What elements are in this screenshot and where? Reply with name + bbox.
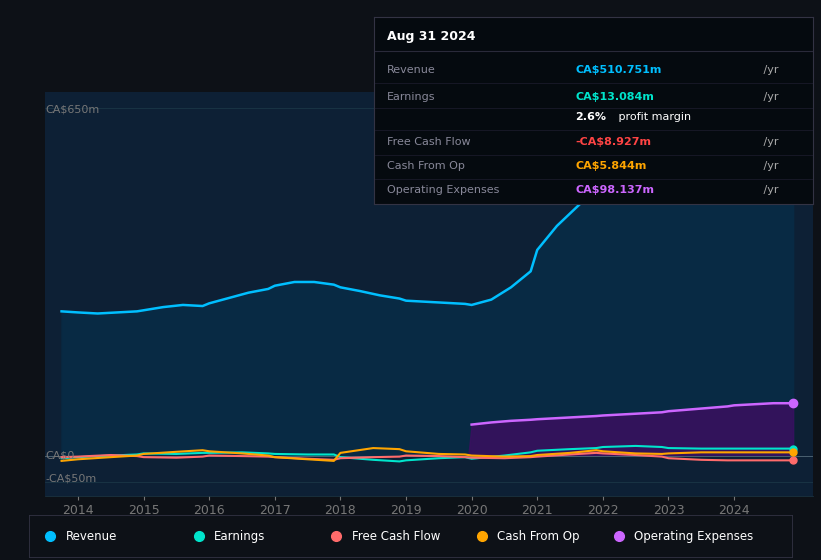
Text: /yr: /yr [760, 91, 778, 101]
Text: /yr: /yr [760, 66, 778, 75]
Text: Operating Expenses: Operating Expenses [634, 530, 754, 543]
Text: -CA$50m: -CA$50m [45, 474, 96, 484]
Text: Revenue: Revenue [387, 66, 435, 75]
Text: Operating Expenses: Operating Expenses [387, 185, 499, 195]
Text: Free Cash Flow: Free Cash Flow [351, 530, 440, 543]
Text: CA$650m: CA$650m [45, 104, 99, 114]
Text: CA$13.084m: CA$13.084m [576, 91, 654, 101]
Text: Cash From Op: Cash From Op [497, 530, 580, 543]
Text: Revenue: Revenue [66, 530, 117, 543]
Text: Cash From Op: Cash From Op [387, 161, 465, 171]
Text: -CA$8.927m: -CA$8.927m [576, 137, 652, 147]
Text: Aug 31 2024: Aug 31 2024 [387, 30, 475, 43]
Text: CA$98.137m: CA$98.137m [576, 185, 654, 195]
Text: Earnings: Earnings [214, 530, 266, 543]
Text: CA$510.751m: CA$510.751m [576, 66, 662, 75]
Text: CA$0: CA$0 [45, 451, 75, 461]
Text: /yr: /yr [760, 185, 778, 195]
Text: /yr: /yr [760, 161, 778, 171]
Text: CA$5.844m: CA$5.844m [576, 161, 647, 171]
Text: profit margin: profit margin [615, 112, 691, 122]
Text: /yr: /yr [760, 137, 778, 147]
Text: Earnings: Earnings [387, 91, 435, 101]
Text: 2.6%: 2.6% [576, 112, 607, 122]
Text: Free Cash Flow: Free Cash Flow [387, 137, 470, 147]
